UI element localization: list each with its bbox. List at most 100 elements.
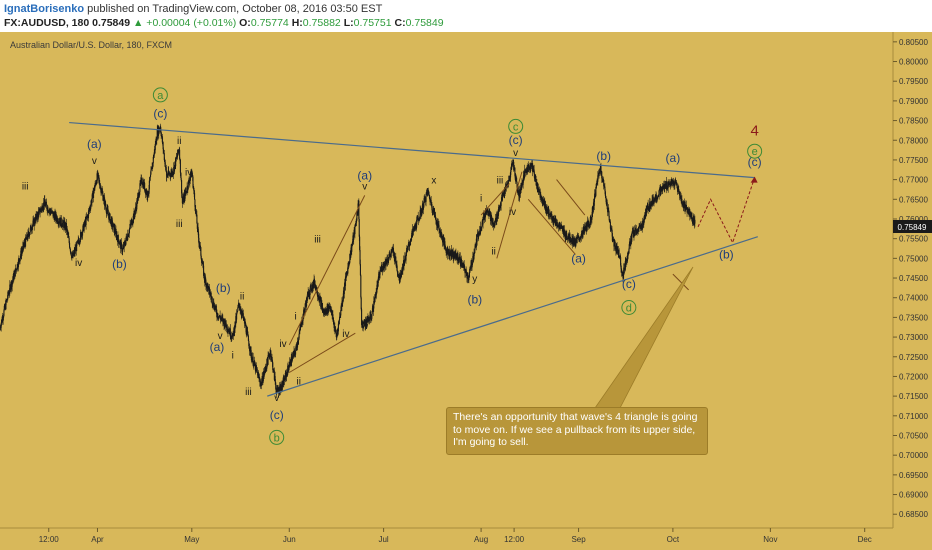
wave-label-i: i <box>232 351 234 362</box>
wave-label-a: a <box>157 90 164 102</box>
candle-body <box>107 210 109 214</box>
candle-body <box>499 208 501 210</box>
candle-body <box>107 208 109 211</box>
candle-body <box>650 204 652 206</box>
candle-body <box>601 178 603 181</box>
candle-body <box>200 247 202 256</box>
candle-body <box>7 292 9 295</box>
candle-body <box>258 374 260 376</box>
candle-body <box>453 257 455 259</box>
candle-body <box>48 210 50 213</box>
candle-body <box>255 365 257 369</box>
candle-body <box>416 217 418 219</box>
candle-body <box>67 234 69 235</box>
candle-body <box>258 378 260 379</box>
price-tick-label: 0.71500 <box>899 392 928 401</box>
candle-body <box>414 224 416 230</box>
price-tick-label: 0.73500 <box>899 313 928 322</box>
candle-body <box>237 305 239 308</box>
candle-body <box>476 235 478 242</box>
candle-body <box>268 354 270 357</box>
candle-body <box>438 225 440 230</box>
candle-body <box>238 303 240 308</box>
candle-body <box>321 302 323 309</box>
candle-body <box>675 183 677 184</box>
candle-body <box>100 192 102 194</box>
candle-body <box>135 206 137 208</box>
candle-body <box>280 385 282 391</box>
candle-body <box>628 249 630 252</box>
candle-body <box>76 242 78 252</box>
candle-body <box>154 143 156 151</box>
candle-body <box>671 179 674 184</box>
candle-body <box>262 381 264 383</box>
candle-body <box>524 169 526 178</box>
candle-body <box>61 222 64 227</box>
candle-body <box>180 172 182 178</box>
candle-body <box>88 210 90 212</box>
candle-body <box>218 316 220 319</box>
candle-body <box>351 245 353 252</box>
candle-body <box>452 250 454 259</box>
candle-body <box>633 229 635 238</box>
candle-body <box>434 212 436 216</box>
candle-body <box>645 208 647 217</box>
candle-body <box>348 262 350 265</box>
candle-body <box>306 294 308 301</box>
candle-body <box>345 276 347 278</box>
candle-body <box>530 167 532 170</box>
candle-body <box>21 250 23 252</box>
candle-body <box>303 308 305 311</box>
candle-body <box>234 329 236 333</box>
price-axis[interactable]: 0.80500 0.80000 0.79500 0.79000 0.78500 0.780… <box>893 38 928 519</box>
candle-body <box>582 229 584 232</box>
candle-body <box>474 244 476 249</box>
candle-body <box>294 350 296 354</box>
candle-body <box>218 316 220 317</box>
candle-body <box>51 210 53 212</box>
candle-body <box>29 227 31 233</box>
candle-body <box>337 323 339 332</box>
candle-body <box>138 193 140 198</box>
candle-body <box>361 324 363 326</box>
price-axis-background <box>893 32 932 550</box>
candle-body <box>289 359 292 366</box>
candle-body <box>169 173 171 176</box>
price-tick-label: 0.71000 <box>899 412 928 421</box>
candle-body <box>404 255 406 260</box>
callout-note[interactable]: There's an opportunity that wave's 4 tri… <box>446 407 708 455</box>
candle-body <box>38 209 40 212</box>
candle-body <box>296 346 298 348</box>
candle-body <box>557 225 560 228</box>
candle-body <box>681 204 683 206</box>
candle-body <box>94 183 96 188</box>
candle-body <box>359 264 361 276</box>
candle-body <box>290 365 292 366</box>
candle-body <box>336 332 338 335</box>
candle-body <box>477 231 479 238</box>
candle-body <box>618 249 620 258</box>
candle-body <box>36 214 38 219</box>
candle-body <box>128 233 130 235</box>
candle-body <box>63 222 65 228</box>
candle-body <box>273 370 275 380</box>
candle-body <box>58 222 60 224</box>
high-label: H: <box>291 17 303 29</box>
candle-body <box>65 222 67 231</box>
price-chart[interactable]: Australian Dollar/U.S. Dollar, 180, FXCM… <box>0 32 932 550</box>
time-axis[interactable]: 12:00 Apr May Jun Jul Aug 12:00 Sep Oct Nov Dec <box>39 528 872 544</box>
candle-body <box>199 245 202 248</box>
candle-body <box>634 231 636 235</box>
symbol-name: FX:AUDUSD, 180 <box>4 17 90 29</box>
candle-body <box>419 217 421 220</box>
author-link[interactable]: IgnatBorisenko <box>4 3 85 15</box>
candle-body <box>319 297 321 299</box>
wave-label-iii: iii <box>22 181 29 192</box>
candle-body <box>244 321 246 326</box>
candle-body <box>398 276 400 277</box>
candle-body <box>161 136 163 143</box>
candle-body <box>335 330 337 334</box>
candle-body <box>187 181 189 189</box>
candle-body <box>415 227 417 229</box>
candle-body <box>175 156 178 159</box>
